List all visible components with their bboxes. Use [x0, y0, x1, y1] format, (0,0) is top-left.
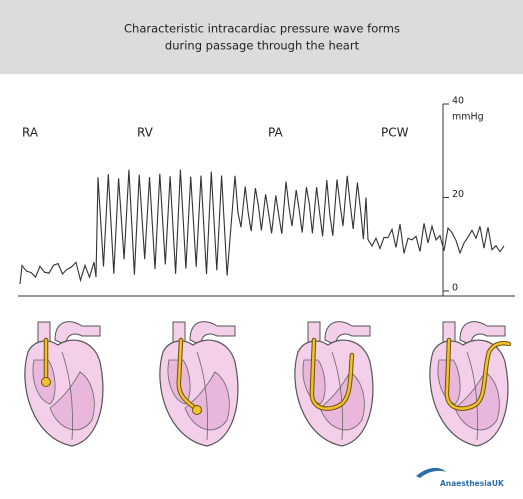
- header-band: [0, 0, 523, 74]
- chamber-label: PA: [268, 126, 283, 140]
- heart: [295, 322, 373, 446]
- chamber-label: RV: [137, 126, 154, 140]
- tick-label: 0: [452, 283, 458, 294]
- figure: Characteristic intracardiac pressure wav…: [0, 0, 523, 499]
- heart: [160, 322, 238, 446]
- tick-label: 40: [452, 96, 464, 107]
- pressure-waveform: [20, 170, 504, 284]
- title-line: Characteristic intracardiac pressure wav…: [124, 22, 400, 36]
- catheter-balloon: [193, 406, 202, 415]
- heart: [25, 322, 103, 446]
- heart: [430, 322, 509, 446]
- title-line: during passage through the heart: [165, 39, 360, 53]
- logo-swoosh: [416, 468, 446, 478]
- axis-unit: mmHg: [452, 112, 484, 123]
- chamber-label: PCW: [381, 126, 409, 140]
- logo: AnaesthesiaUK: [440, 479, 505, 488]
- catheter-balloon: [42, 378, 51, 387]
- heart-illustrations: [25, 322, 509, 446]
- chamber-label: RA: [22, 126, 39, 140]
- tick-label: 20: [452, 189, 464, 200]
